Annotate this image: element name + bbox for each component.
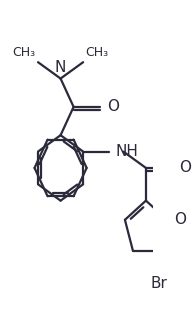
Text: CH₃: CH₃	[12, 46, 36, 59]
Text: CH₃: CH₃	[85, 46, 109, 59]
Text: N: N	[55, 60, 66, 75]
Text: O: O	[179, 160, 191, 175]
Text: O: O	[174, 212, 186, 227]
Text: Br: Br	[151, 276, 167, 291]
Text: NH: NH	[116, 144, 138, 159]
Text: O: O	[107, 100, 119, 115]
